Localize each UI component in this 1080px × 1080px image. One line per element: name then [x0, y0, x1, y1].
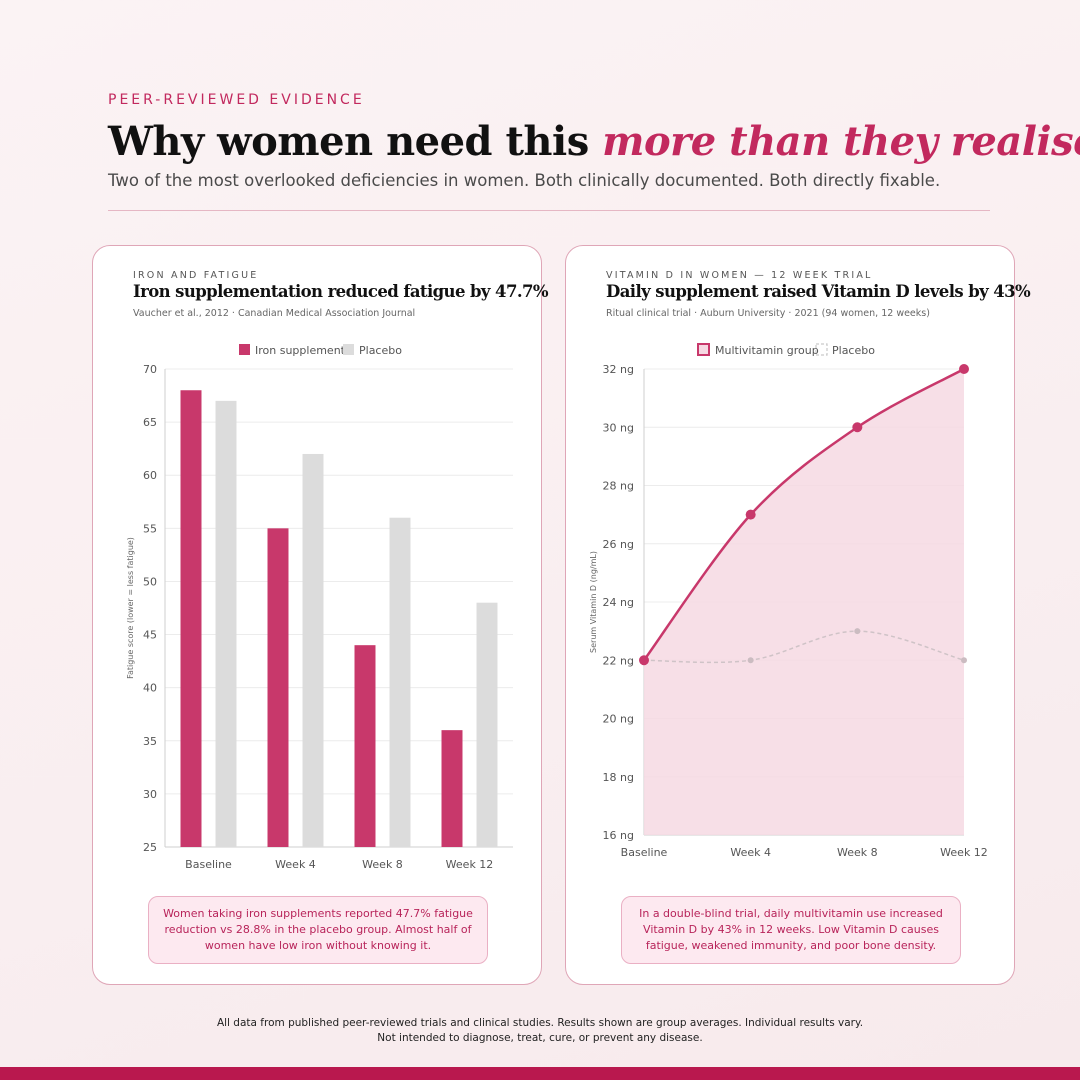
legend-swatch-iron — [239, 344, 250, 355]
x-tick-label: Week 8 — [837, 846, 878, 859]
bottom-accent-bar — [0, 1067, 1080, 1080]
legend-swatch-multivitamin — [697, 343, 710, 356]
point-multivitamin — [745, 509, 756, 520]
point-placebo — [961, 657, 967, 664]
disclaimer-line-2: Not intended to diagnose, treat, cure, o… — [377, 1032, 703, 1044]
y-tick-label: 32 ng — [603, 363, 634, 376]
vitamin-d-card-note: In a double-blind trial, daily multivita… — [621, 896, 961, 964]
header-divider — [108, 210, 990, 211]
y-axis-title: Fatigue score (lower = less fatigue) — [126, 537, 135, 679]
y-tick-label: 35 — [143, 735, 157, 748]
legend-label-placebo: Placebo — [832, 344, 875, 357]
bar-iron-supplement — [354, 645, 376, 847]
page-title: Why women need this more than they reali… — [108, 118, 1080, 165]
y-tick-label: 28 ng — [603, 480, 634, 493]
y-tick-label: 40 — [143, 682, 157, 695]
iron-card-eyebrow: IRON AND FATIGUE — [133, 270, 259, 281]
y-tick-label: 70 — [143, 363, 157, 376]
legend-swatch-placebo — [815, 343, 828, 356]
x-tick-label: Week 4 — [275, 858, 316, 871]
bar-placebo — [215, 400, 237, 847]
y-tick-label: 26 ng — [603, 538, 634, 551]
y-tick-label: 25 — [143, 841, 157, 854]
vitamin-d-card: VITAMIN D IN WOMEN — 12 WEEK TRIAL Daily… — [565, 245, 1031, 985]
disclaimer: All data from published peer-reviewed tr… — [0, 1016, 1080, 1046]
x-tick-label: Week 12 — [940, 846, 988, 859]
disclaimer-line-1: All data from published peer-reviewed tr… — [216, 1017, 864, 1029]
y-tick-label: 20 ng — [603, 713, 634, 726]
area-fill-multivitamin — [644, 369, 964, 835]
vitamin-d-card-title: Daily supplement raised Vitamin D levels… — [606, 282, 1031, 301]
y-tick-label: 55 — [143, 522, 157, 535]
iron-card-source: Vaucher et al., 2012 · Canadian Medical … — [133, 308, 416, 319]
line-placebo — [643, 630, 965, 664]
x-tick-label: Week 8 — [362, 858, 403, 871]
legend-swatch-placebo — [343, 344, 354, 355]
bar-placebo — [302, 453, 324, 847]
x-tick-label: Week 12 — [446, 858, 494, 871]
x-tick-label: Baseline — [185, 858, 232, 871]
point-placebo — [854, 628, 861, 635]
x-tick-label: Baseline — [621, 846, 668, 859]
eyebrow-label: PEER-REVIEWED EVIDENCE — [108, 92, 365, 108]
title-accent: more than they realise. — [602, 118, 1080, 165]
point-multivitamin — [852, 422, 863, 433]
vitamin-d-card-source: Ritual clinical trial · Auburn Universit… — [606, 308, 930, 319]
iron-card-note: Women taking iron supplements reported 4… — [148, 896, 488, 964]
y-axis-title: Serum Vitamin D (ng/mL) — [589, 551, 598, 653]
y-tick-label: 22 ng — [603, 654, 634, 667]
y-tick-label: 60 — [143, 469, 157, 482]
iron-card: IRON AND FATIGUE Iron supplementation re… — [92, 245, 549, 985]
chart-legend: Iron supplement Placebo — [239, 344, 402, 357]
point-multivitamin — [639, 655, 649, 666]
y-tick-label: 30 ng — [603, 421, 634, 434]
y-tick-label: 24 ng — [603, 596, 634, 609]
point-multivitamin — [959, 364, 969, 374]
legend-label-iron: Iron supplement — [255, 344, 346, 357]
point-placebo — [747, 657, 754, 664]
chart-legend: Multivitamin group Placebo — [697, 343, 875, 357]
iron-bar-chart: 70 65 60 55 50 45 40 35 30 25 Fatigue score (lower… — [126, 344, 513, 871]
y-tick-label: 45 — [143, 629, 157, 642]
legend-label-multivitamin: Multivitamin group — [715, 344, 819, 357]
page-subtitle: Two of the most overlooked deficiencies … — [108, 171, 941, 190]
iron-card-title: Iron supplementation reduced fatigue by … — [133, 282, 549, 301]
vitamin-d-card-eyebrow: VITAMIN D IN WOMEN — 12 WEEK TRIAL — [606, 270, 873, 281]
title-main: Why women need this — [108, 118, 603, 165]
bar-iron-supplement — [180, 390, 202, 847]
bar-placebo — [476, 602, 498, 847]
bar-iron-supplement — [441, 730, 463, 847]
line-multivitamin — [642, 367, 965, 661]
vitamin-d-area-chart: 32 ng 30 ng 28 ng 26 ng 24 ng 22 ng 20 ng 18 ng… — [589, 343, 988, 859]
bar-iron-supplement — [267, 528, 289, 847]
y-tick-label: 65 — [143, 416, 157, 429]
bar-placebo — [389, 517, 411, 847]
x-tick-label: Week 4 — [730, 846, 771, 859]
y-tick-label: 50 — [143, 575, 157, 588]
y-tick-label: 16 ng — [603, 829, 634, 842]
y-tick-label: 30 — [143, 788, 157, 801]
y-tick-label: 18 ng — [603, 771, 634, 784]
legend-label-placebo: Placebo — [359, 344, 402, 357]
